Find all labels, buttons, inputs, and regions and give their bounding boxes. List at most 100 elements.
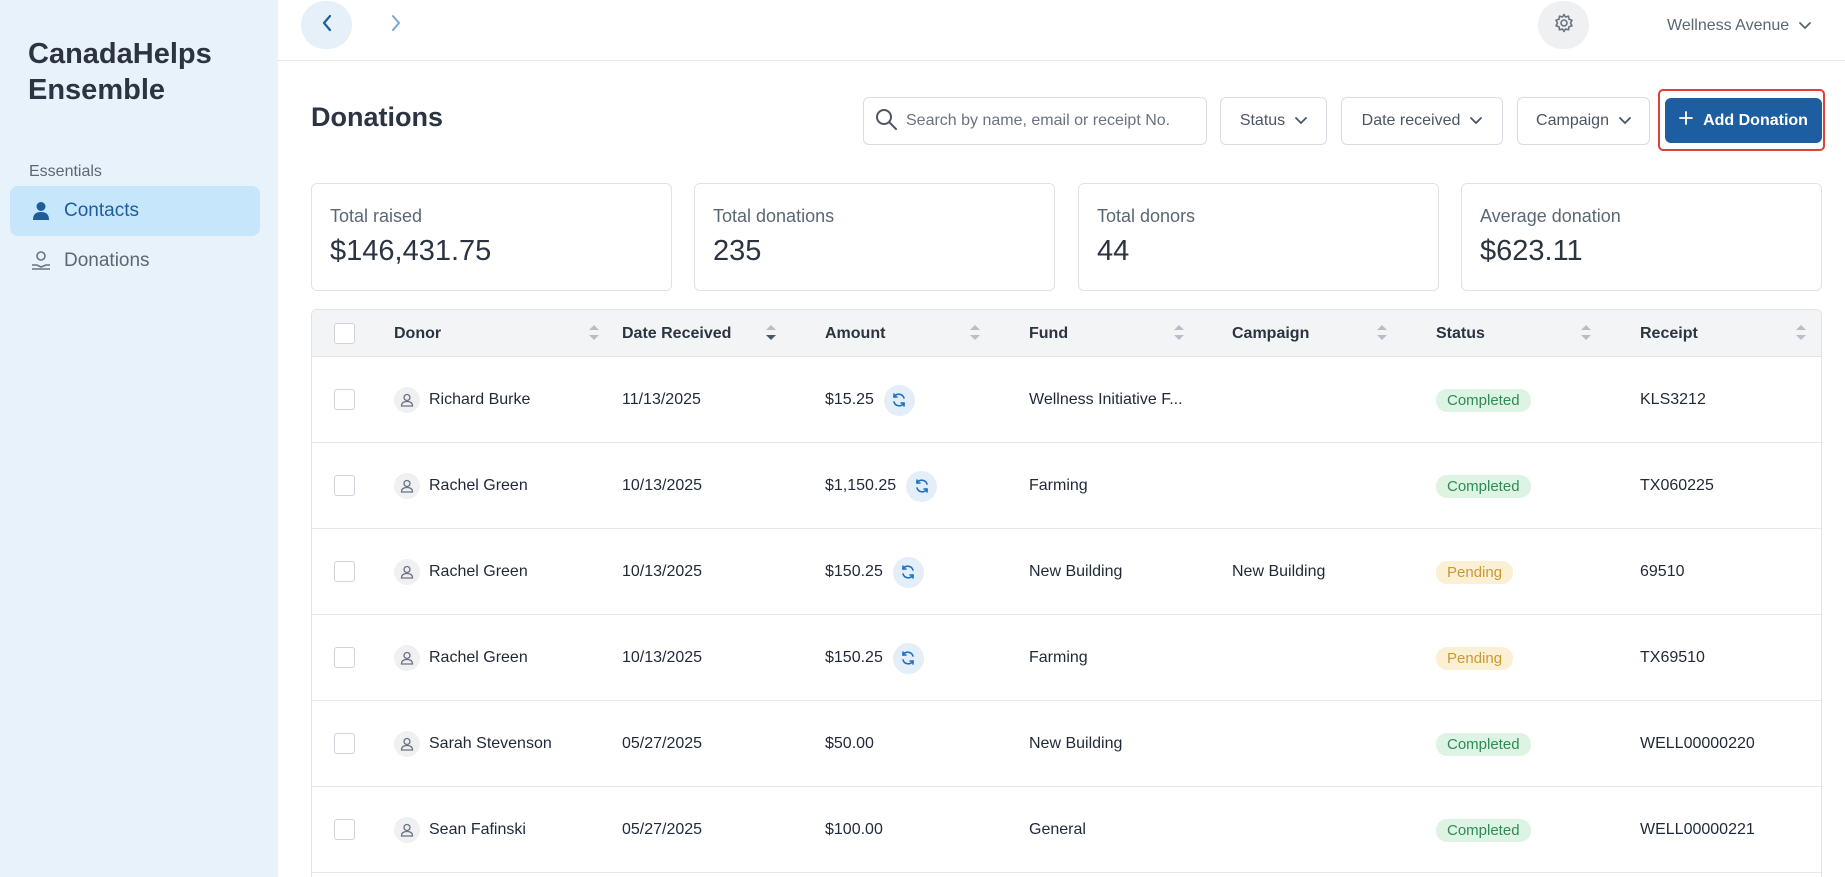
stat-label: Average donation	[1480, 206, 1621, 226]
stat-card-total-raised: Total raised $146,431.75	[311, 183, 672, 291]
org-switcher[interactable]: Wellness Avenue	[1667, 14, 1812, 38]
fund-cell: Farming	[1029, 615, 1088, 701]
status-cell: Completed	[1436, 443, 1531, 529]
stat-value: $623.11	[1480, 235, 1583, 267]
row-checkbox[interactable]	[334, 475, 355, 496]
fund-value: General	[1029, 821, 1086, 838]
hand-donation-icon	[30, 250, 52, 272]
row-checkbox[interactable]	[334, 561, 355, 582]
date-cell: 10/13/2025	[622, 477, 703, 494]
column-header-fund[interactable]: Fund	[1029, 324, 1069, 342]
donor-cell[interactable]: Rachel Green	[394, 443, 528, 529]
donor-cell[interactable]: Richard Burke	[394, 357, 530, 443]
avatar-person-icon	[394, 387, 420, 413]
stat-card-average-donation: Average donation $623.11	[1461, 183, 1822, 291]
stat-value: 44	[1097, 235, 1130, 267]
settings-button[interactable]	[1538, 1, 1589, 49]
column-header-receipt[interactable]: Receipt	[1640, 324, 1698, 342]
table-row[interactable]: Richard Burke 11/13/2025 $15.25 Wellness…	[312, 357, 1821, 443]
row-checkbox[interactable]	[334, 733, 355, 754]
sidebar: CanadaHelps Ensemble Essentials Contacts…	[0, 0, 278, 877]
stat-label: Total donations	[713, 206, 835, 226]
recurring-icon	[883, 384, 915, 416]
sort-icon[interactable]	[968, 322, 982, 349]
column-header-donor[interactable]: Donor	[394, 324, 442, 342]
chevron-down-icon	[1460, 112, 1483, 130]
chevron-down-icon	[1789, 17, 1812, 35]
fund-cell: General	[1029, 787, 1086, 873]
search-input[interactable]	[906, 112, 1196, 130]
person-icon	[30, 200, 52, 222]
sort-icon[interactable]	[1375, 322, 1389, 349]
receipt-cell: TX060225	[1640, 477, 1714, 494]
campaign-filter-label: Campaign	[1536, 112, 1609, 129]
donor-name: Richard Burke	[429, 391, 531, 408]
row-checkbox[interactable]	[334, 819, 355, 840]
sort-icon[interactable]	[1172, 322, 1186, 349]
amount-cell: $15.25	[825, 357, 915, 443]
donations-table: Donor Date Received Amount Fund Campaign…	[311, 309, 1822, 877]
amount-value: $150.25	[825, 563, 883, 580]
fund-cell: New Building	[1029, 701, 1122, 787]
donor-name: Rachel Green	[429, 477, 528, 494]
sort-desc-icon[interactable]	[764, 322, 778, 349]
column-header-status[interactable]: Status	[1436, 324, 1485, 342]
row-checkbox[interactable]	[334, 647, 355, 668]
date-cell: 10/13/2025	[622, 563, 703, 580]
campaign-filter[interactable]: Campaign	[1517, 97, 1650, 145]
donor-cell[interactable]: Rachel Green	[394, 615, 528, 701]
status-filter-label: Status	[1239, 112, 1286, 129]
search-box	[863, 97, 1207, 145]
status-cell: Completed	[1436, 357, 1531, 443]
donor-cell[interactable]: Sean Fafinski	[394, 787, 526, 873]
forward-button[interactable]	[376, 1, 416, 49]
donor-name: Sean Fafinski	[429, 821, 526, 838]
back-button[interactable]	[301, 1, 352, 49]
brand-title: CanadaHelps Ensemble	[28, 38, 212, 106]
donor-cell[interactable]: Rachel Green	[394, 529, 528, 615]
date-cell: 10/13/2025	[622, 649, 703, 666]
fund-cell: New Building	[1029, 529, 1122, 615]
org-name: Wellness Avenue	[1667, 17, 1790, 34]
column-header-campaign[interactable]: Campaign	[1232, 324, 1310, 342]
sidebar-item-label: Contacts	[64, 200, 139, 221]
top-bar: Wellness Avenue	[278, 0, 1845, 61]
column-header-amount[interactable]: Amount	[825, 324, 886, 342]
fund-cell: Wellness Initiative F...	[1029, 357, 1183, 443]
stat-card-total-donors: Total donors 44	[1078, 183, 1439, 291]
status-filter[interactable]: Status	[1220, 97, 1327, 145]
date-received-filter[interactable]: Date received	[1341, 97, 1503, 145]
chevron-right-icon	[390, 14, 402, 37]
table-row[interactable]: Rachel Green 10/13/2025 $150.25 New Buil…	[312, 529, 1821, 615]
stat-label: Total donors	[1097, 206, 1196, 226]
table-row[interactable]: Sean Fafinski 05/27/2025 $100.00 General…	[312, 787, 1821, 873]
amount-value: $1,150.25	[825, 477, 897, 494]
donor-cell[interactable]: Sarah Stevenson	[394, 701, 552, 787]
sidebar-item-contacts[interactable]: Contacts	[10, 186, 260, 236]
row-checkbox[interactable]	[334, 389, 355, 410]
add-donation-label: Add Donation	[1703, 111, 1808, 129]
sort-icon[interactable]	[1579, 322, 1593, 349]
sort-icon[interactable]	[587, 322, 601, 349]
table-row[interactable]: Sarah Stevenson 05/27/2025 $50.00 New Bu…	[312, 701, 1821, 787]
date-filter-label: Date received	[1361, 112, 1461, 129]
chevron-left-icon	[321, 14, 333, 37]
sidebar-item-donations[interactable]: Donations	[10, 236, 260, 286]
stat-value: 235	[713, 235, 762, 267]
table-row[interactable]: Rachel Green 10/13/2025 $150.25 Farming …	[312, 615, 1821, 701]
select-all-checkbox[interactable]	[334, 323, 355, 344]
date-cell: 05/27/2025	[622, 821, 703, 838]
sort-icon[interactable]	[1794, 322, 1808, 349]
table-row[interactable]: Rachel Green 10/13/2025 $1,150.25 Farmin…	[312, 443, 1821, 529]
fund-cell: Farming	[1029, 443, 1088, 529]
column-header-date-received[interactable]: Date Received	[622, 324, 732, 342]
fund-value: New Building	[1029, 563, 1123, 580]
amount-cell: $50.00	[825, 701, 874, 787]
status-badge: Completed	[1436, 818, 1531, 842]
stat-label: Total raised	[330, 206, 423, 226]
status-badge: Completed	[1436, 474, 1531, 498]
add-donation-button[interactable]: Add Donation	[1665, 98, 1822, 143]
donor-name: Rachel Green	[429, 563, 528, 580]
avatar-person-icon	[394, 559, 420, 585]
receipt-cell: WELL00000220	[1640, 735, 1755, 752]
